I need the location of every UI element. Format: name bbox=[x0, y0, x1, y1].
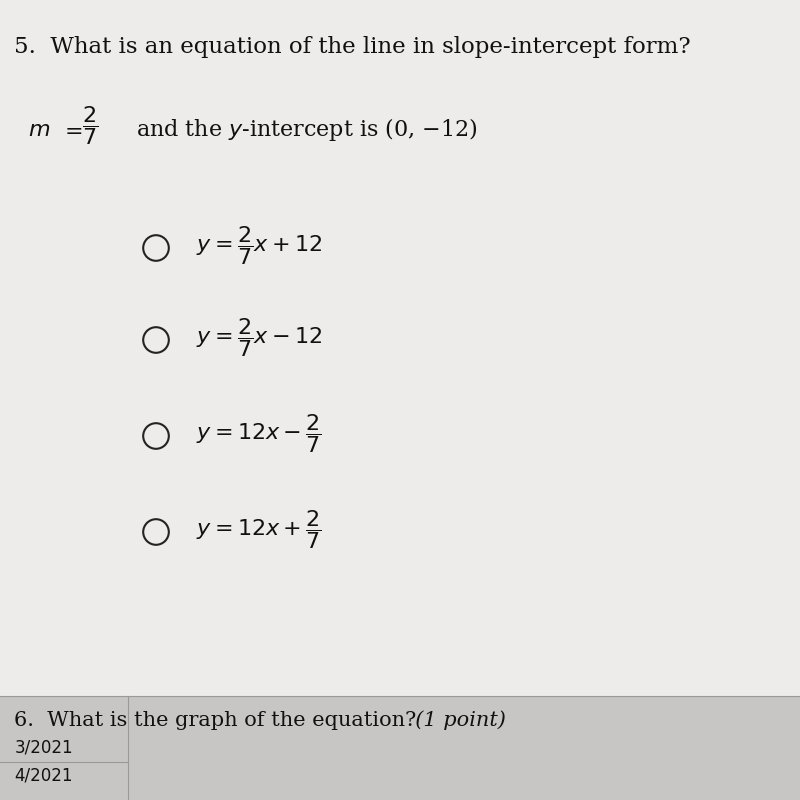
Text: $y = 12x - \dfrac{2}{7}$: $y = 12x - \dfrac{2}{7}$ bbox=[196, 412, 322, 455]
Text: 5.  What is an equation of the line in slope-intercept form?: 5. What is an equation of the line in sl… bbox=[14, 36, 691, 58]
Text: (1 point): (1 point) bbox=[402, 710, 506, 730]
Text: 3/2021: 3/2021 bbox=[14, 739, 73, 757]
FancyBboxPatch shape bbox=[0, 696, 800, 800]
Text: $y = \dfrac{2}{7}x - 12$: $y = \dfrac{2}{7}x - 12$ bbox=[196, 316, 322, 359]
Text: 4/2021: 4/2021 bbox=[14, 767, 73, 785]
Text: $y = \dfrac{2}{7}x + 12$: $y = \dfrac{2}{7}x + 12$ bbox=[196, 224, 322, 267]
Text: $y = 12x + \dfrac{2}{7}$: $y = 12x + \dfrac{2}{7}$ bbox=[196, 508, 322, 551]
Text: $m$: $m$ bbox=[28, 119, 50, 141]
Text: $\dfrac{2}{7}$: $\dfrac{2}{7}$ bbox=[82, 104, 98, 147]
Text: $=$: $=$ bbox=[60, 119, 82, 141]
Text: 6.  What is the graph of the equation?: 6. What is the graph of the equation? bbox=[14, 710, 417, 730]
Text: and the $y$-intercept is (0, $-$12): and the $y$-intercept is (0, $-$12) bbox=[136, 116, 478, 143]
